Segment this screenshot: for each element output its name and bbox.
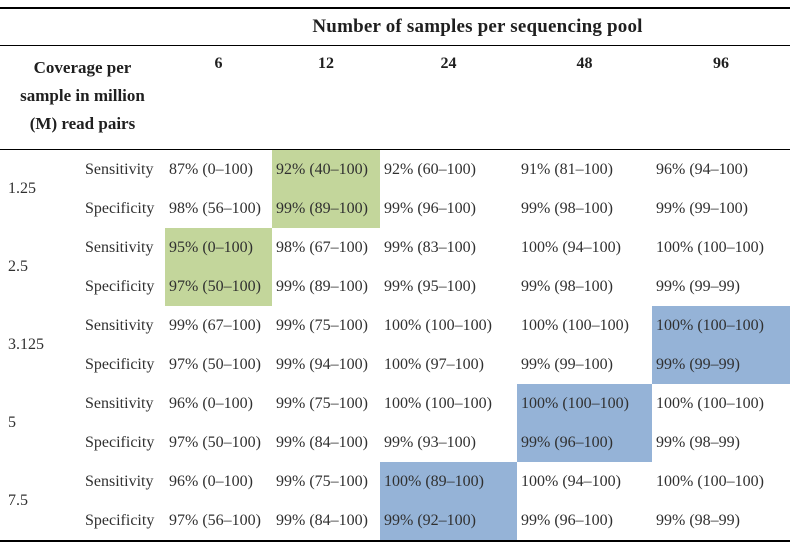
table-cell: 100% (97–100) bbox=[384, 355, 484, 373]
metric-label-sensitivity: Sensitivity bbox=[85, 160, 154, 178]
spacer-cell bbox=[0, 8, 165, 46]
table-cell: 100% (100–100) bbox=[656, 394, 764, 412]
table-cell: 95% (0–100) bbox=[165, 228, 272, 267]
table-cell: 97% (50–100) bbox=[169, 433, 261, 451]
table-row: 5 Sensitivity 96% (0–100) 99% (75–100) 1… bbox=[0, 384, 790, 431]
metric-label-specificity: Specificity bbox=[85, 277, 155, 295]
sensitivity-specificity-table: Number of samples per sequencing pool Co… bbox=[0, 7, 790, 542]
table-cell: 92% (40–100) bbox=[272, 149, 380, 189]
table-cell: 99% (95–100) bbox=[384, 277, 476, 295]
table-cell: 99% (75–100) bbox=[276, 316, 368, 334]
table-cell: 99% (84–100) bbox=[276, 433, 368, 451]
table-cell: 100% (100–100) bbox=[384, 394, 492, 412]
table-cell: 99% (98–99) bbox=[656, 433, 740, 451]
table-cell: 99% (99–99) bbox=[652, 345, 790, 384]
table-cell: 100% (100–100) bbox=[384, 316, 492, 334]
table-cell: 100% (94–100) bbox=[521, 238, 621, 256]
coverage-header-line-1: Coverage per bbox=[33, 58, 132, 77]
table-cell: 100% (100–100) bbox=[656, 472, 764, 490]
table-cell: 99% (83–100) bbox=[384, 238, 476, 256]
table-row: Specificity 97% (56–100) 99% (84–100) 99… bbox=[0, 501, 790, 541]
coverage-label: 1.25 bbox=[8, 180, 36, 197]
table-cell: 96% (94–100) bbox=[656, 160, 748, 178]
table-cell: 100% (100–100) bbox=[656, 238, 764, 256]
table-cell: 99% (96–100) bbox=[521, 511, 613, 529]
table-cell: 87% (0–100) bbox=[169, 160, 253, 178]
coverage-label: 2.5 bbox=[8, 258, 28, 275]
coverage-header-line-2: sample in million bbox=[20, 86, 145, 105]
table-cell: 99% (96–100) bbox=[517, 423, 652, 462]
table-cell: 99% (75–100) bbox=[276, 394, 368, 412]
table-row: Specificity 98% (56–100) 99% (89–100) 99… bbox=[0, 189, 790, 228]
table-cell: 99% (75–100) bbox=[276, 472, 368, 490]
table-cell: 92% (60–100) bbox=[384, 160, 476, 178]
table-cell: 99% (89–100) bbox=[272, 189, 380, 228]
metric-label-specificity: Specificity bbox=[85, 511, 155, 529]
table-cell: 100% (100–100) bbox=[652, 306, 790, 345]
table-cell: 96% (0–100) bbox=[169, 394, 253, 412]
table-cell: 99% (93–100) bbox=[384, 433, 476, 451]
pool-size-header-96: 96 bbox=[652, 45, 790, 150]
table-row: 3.125 Sensitivity 99% (67–100) 99% (75–1… bbox=[0, 306, 790, 353]
coverage-label: 5 bbox=[8, 414, 16, 431]
table-cell: 99% (99–100) bbox=[656, 199, 748, 217]
table-cell: 99% (67–100) bbox=[169, 316, 261, 334]
coverage-label: 7.5 bbox=[8, 492, 28, 509]
metric-label-specificity: Specificity bbox=[85, 199, 155, 217]
table-row: 2.5 Sensitivity 95% (0–100) 98% (67–100)… bbox=[0, 228, 790, 275]
table-cell: 99% (99–99) bbox=[656, 277, 740, 295]
table-row: Specificity 97% (50–100) 99% (94–100) 10… bbox=[0, 345, 790, 384]
table-cell: 100% (94–100) bbox=[521, 472, 621, 490]
table-cell: 99% (84–100) bbox=[276, 511, 368, 529]
table-title: Number of samples per sequencing pool bbox=[165, 8, 790, 46]
table-cell: 99% (94–100) bbox=[276, 355, 368, 373]
column-header-row: Coverage per sample in million (M) read … bbox=[0, 45, 790, 150]
table-cell: 99% (96–100) bbox=[384, 199, 476, 217]
table-cell: 100% (100–100) bbox=[521, 316, 629, 334]
coverage-header: Coverage per sample in million (M) read … bbox=[0, 45, 165, 150]
table-row: Specificity 97% (50–100) 99% (89–100) 99… bbox=[0, 267, 790, 306]
table-cell: 97% (50–100) bbox=[169, 355, 261, 373]
table-cell: 99% (98–100) bbox=[521, 199, 613, 217]
table-cell: 99% (89–100) bbox=[276, 277, 368, 295]
table-cell: 99% (92–100) bbox=[380, 501, 517, 541]
pool-size-header-12: 12 bbox=[272, 45, 380, 150]
pool-size-header-6: 6 bbox=[165, 45, 272, 150]
table-row: Specificity 97% (50–100) 99% (84–100) 99… bbox=[0, 423, 790, 462]
metric-label-sensitivity: Sensitivity bbox=[85, 394, 154, 412]
table-cell: 99% (99–100) bbox=[521, 355, 613, 373]
table-cell: 100% (100–100) bbox=[517, 384, 652, 423]
table-cell: 97% (56–100) bbox=[169, 511, 261, 529]
pool-size-header-24: 24 bbox=[380, 45, 517, 150]
table-row: 7.5 Sensitivity 96% (0–100) 99% (75–100)… bbox=[0, 462, 790, 509]
metric-label-sensitivity: Sensitivity bbox=[85, 238, 154, 256]
table-cell: 96% (0–100) bbox=[169, 472, 253, 490]
table-cell: 98% (67–100) bbox=[276, 238, 368, 256]
table-cell: 99% (98–100) bbox=[521, 277, 613, 295]
metric-label-specificity: Specificity bbox=[85, 433, 155, 451]
table-cell: 98% (56–100) bbox=[169, 199, 261, 217]
metric-label-specificity: Specificity bbox=[85, 355, 155, 373]
table-cell: 100% (89–100) bbox=[380, 462, 517, 501]
coverage-label: 3.125 bbox=[8, 336, 44, 353]
coverage-header-line-3: (M) read pairs bbox=[29, 114, 136, 133]
metric-label-sensitivity: Sensitivity bbox=[85, 472, 154, 490]
table-cell: 97% (50–100) bbox=[165, 267, 272, 306]
table-row: 1.25 Sensitivity 87% (0–100) 92% (40–100… bbox=[0, 149, 790, 197]
metric-label-sensitivity: Sensitivity bbox=[85, 316, 154, 334]
pool-header-row: Number of samples per sequencing pool bbox=[0, 8, 790, 46]
table-cell: 99% (98–99) bbox=[656, 511, 740, 529]
pool-size-header-48: 48 bbox=[517, 45, 652, 150]
table-cell: 91% (81–100) bbox=[521, 160, 613, 178]
